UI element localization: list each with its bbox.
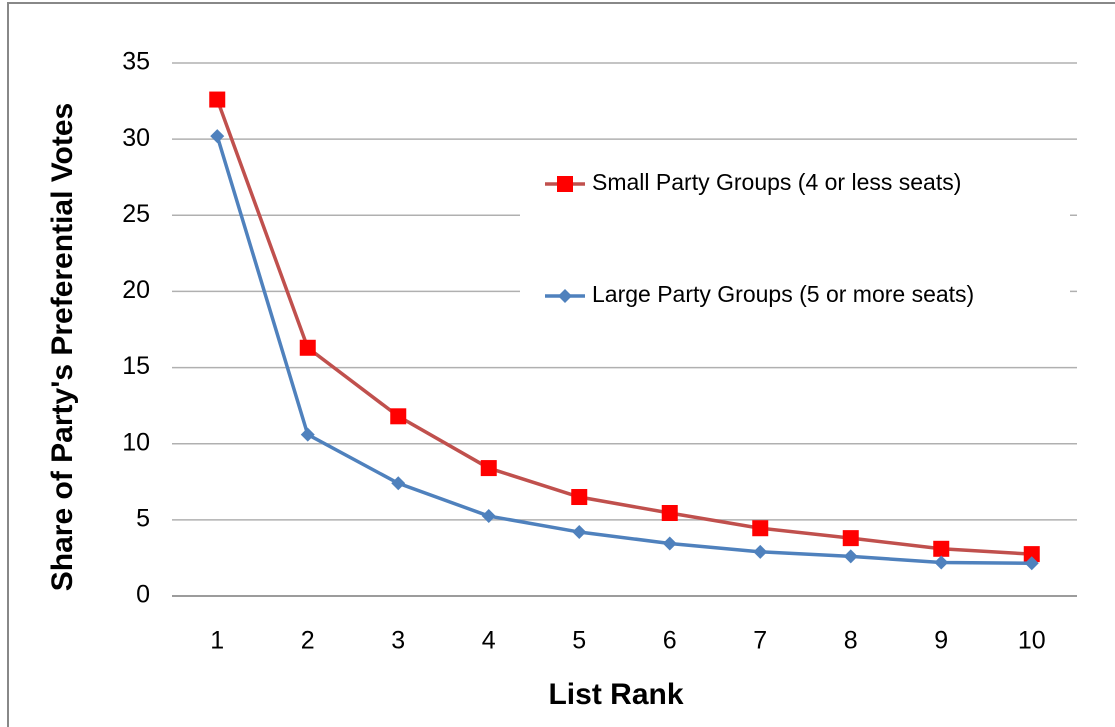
point bbox=[661, 505, 678, 522]
point bbox=[662, 536, 677, 551]
chart-frame bbox=[7, 2, 1115, 727]
legend-label: Large Party Groups (5 or more seats) bbox=[592, 281, 974, 307]
x-tick-label: 10 bbox=[1018, 627, 1046, 655]
y-tick-label: 5 bbox=[136, 504, 150, 532]
point bbox=[753, 544, 768, 559]
point bbox=[391, 476, 406, 491]
point bbox=[842, 530, 859, 547]
x-tick-label: 3 bbox=[391, 627, 405, 655]
series bbox=[210, 129, 1039, 571]
x-tick-label: 6 bbox=[663, 627, 677, 655]
point bbox=[390, 408, 407, 425]
point bbox=[752, 520, 769, 537]
point bbox=[572, 525, 587, 540]
series bbox=[209, 91, 1040, 563]
point bbox=[1023, 546, 1040, 563]
point bbox=[300, 427, 315, 442]
point bbox=[571, 489, 588, 506]
y-tick-label: 15 bbox=[122, 352, 150, 380]
x-tick-label: 4 bbox=[482, 627, 496, 655]
point bbox=[209, 91, 226, 108]
x-tick-label: 8 bbox=[844, 627, 858, 655]
point bbox=[1024, 556, 1039, 571]
y-tick-label: 10 bbox=[122, 428, 150, 456]
y-tick-label: 0 bbox=[136, 581, 150, 609]
x-tick-label: 2 bbox=[301, 627, 315, 655]
legend-marker bbox=[557, 176, 573, 192]
x-tick-label: 9 bbox=[934, 627, 948, 655]
y-tick-label: 20 bbox=[122, 276, 150, 304]
x-axis-title: List Rank bbox=[548, 678, 683, 711]
legend-marker bbox=[558, 289, 572, 303]
line bbox=[215, 98, 1032, 556]
point bbox=[481, 509, 496, 524]
point bbox=[934, 555, 949, 570]
point bbox=[299, 339, 316, 356]
y-tick-label: 35 bbox=[122, 48, 150, 76]
legend-label: Small Party Groups (4 or less seats) bbox=[592, 169, 961, 195]
line bbox=[215, 135, 1032, 566]
x-tick-label: 5 bbox=[572, 627, 586, 655]
legend-box bbox=[520, 160, 1070, 325]
point bbox=[933, 540, 950, 557]
y-tick-label: 30 bbox=[122, 124, 150, 152]
y-tick-label: 25 bbox=[122, 200, 150, 228]
x-tick-label: 7 bbox=[753, 627, 767, 655]
point bbox=[843, 549, 858, 564]
x-tick-label: 1 bbox=[210, 627, 224, 655]
y-axis-title: Share of Party's Preferential Votes bbox=[46, 103, 79, 591]
point bbox=[480, 460, 497, 477]
point bbox=[210, 129, 225, 144]
